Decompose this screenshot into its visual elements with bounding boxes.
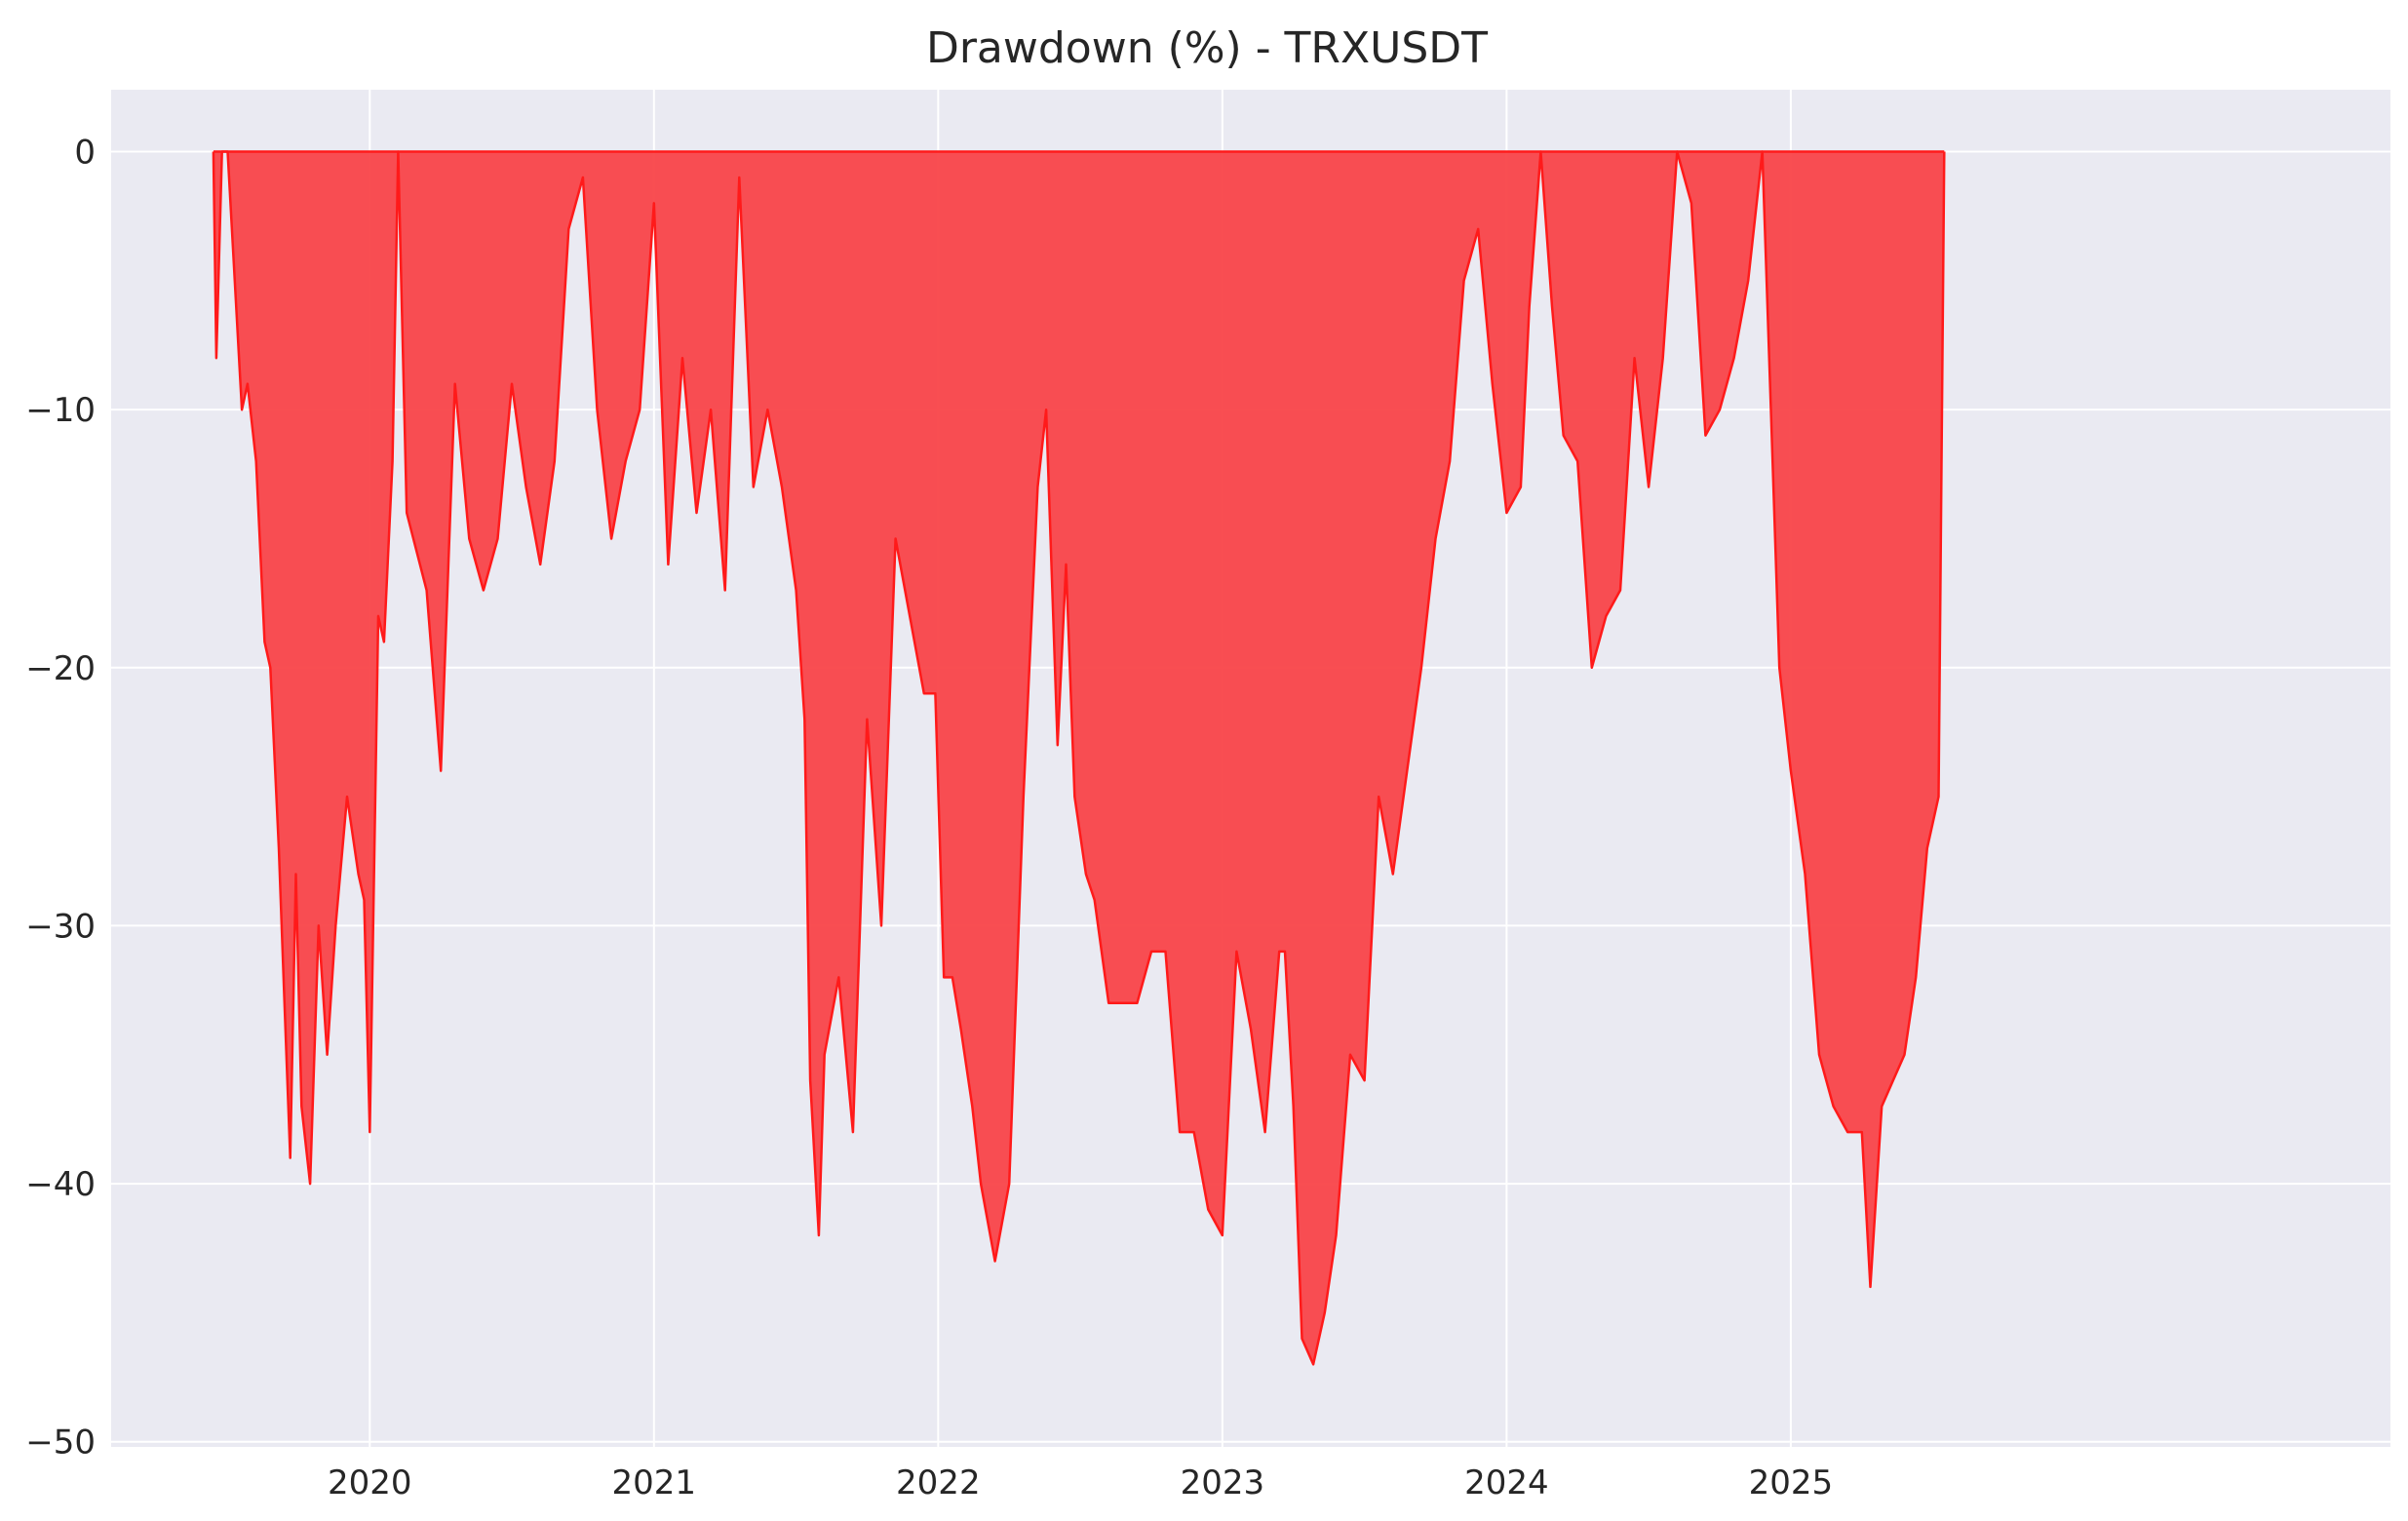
- x-tick-label: 2025: [1749, 1463, 1834, 1502]
- drawdown-line: [212, 150, 1946, 1366]
- y-tick-label: 0: [74, 134, 96, 173]
- x-tick-label: 2024: [1464, 1463, 1549, 1502]
- x-tick-label: 2022: [896, 1463, 981, 1502]
- chart-title: Drawdown (%) - TRXUSDT: [926, 23, 1488, 73]
- x-tick-label: 2020: [328, 1463, 412, 1502]
- drawdown-area: [213, 151, 1945, 1365]
- y-tick-label: −50: [25, 1424, 96, 1462]
- y-tick-label: −20: [25, 649, 96, 688]
- x-tick-label: 2023: [1181, 1463, 1265, 1502]
- y-tick-label: −10: [25, 391, 96, 430]
- x-tick-label: 2021: [612, 1463, 697, 1502]
- y-tick-label: −40: [25, 1165, 96, 1204]
- y-tick-label: −30: [25, 907, 96, 946]
